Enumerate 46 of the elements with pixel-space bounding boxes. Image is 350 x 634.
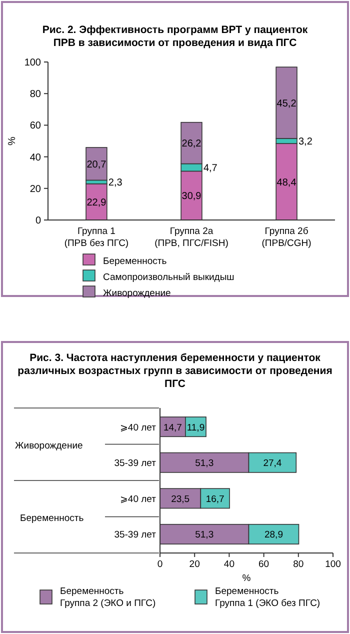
data-label: 27,4	[263, 458, 282, 470]
y-tick-label: 20	[30, 184, 42, 195]
y-tick-label: 80	[30, 89, 42, 100]
y-tick-label: 60	[30, 120, 42, 132]
text: Беременность	[20, 512, 84, 524]
x-tick-label: 60	[258, 559, 270, 570]
y-tick-label: 35-39 лет	[114, 530, 157, 541]
legend-label: Беременность Группа 1 (ЭКО без ПГС)	[215, 586, 320, 609]
data-label: 30,9	[182, 191, 202, 202]
x-axis-title: %	[242, 573, 252, 584]
data-label: 2,3	[108, 178, 123, 188]
x-tick-label: 20	[189, 559, 200, 570]
data-label: 51,3	[195, 458, 214, 470]
y-tick-label: 100	[24, 58, 42, 68]
x-tick-label: 80	[293, 559, 304, 570]
y-tick-label: 40	[30, 152, 42, 164]
data-label: 23,5	[171, 494, 190, 505]
y-tick-label: ⩾40 лет	[120, 494, 157, 505]
y-axis-title: %	[7, 136, 18, 146]
text: Живорождение	[15, 440, 83, 452]
legend-label: Беременность	[103, 256, 167, 267]
legend-label: Самопроизвольный выкидыш	[103, 272, 234, 283]
data-label: 14,7	[163, 422, 182, 434]
data-label: 45,2	[276, 98, 297, 110]
legend-label: Живорождение	[103, 288, 171, 299]
x-tick-label: 40	[224, 559, 234, 570]
data-label: 11,9	[186, 422, 205, 434]
data-label: 3,2	[298, 136, 313, 148]
y-tick-label: 0	[35, 216, 42, 226]
data-label: 48,4	[276, 177, 297, 188]
data-label: 51,3	[195, 530, 214, 541]
data-label: 22,9	[86, 197, 107, 208]
chart-title: Рис. 3. Частота наступления беременности у пациенток различных возрастных групп в зависимости от проведения ПГС	[18, 352, 332, 390]
x-tick-label: Группа 1 (ПРВ без ПГС)	[64, 226, 129, 249]
data-label: 20,7	[86, 159, 107, 170]
data-label: 4,7	[203, 162, 218, 174]
data-label: 26,2	[182, 138, 202, 150]
data-label: 28,9	[264, 530, 283, 541]
legend-label: Беременность Группа 2 (ЭКО и ПГС)	[60, 586, 156, 609]
chart-title: Рис. 2. Эффективность программ ВРТ у пациенток ПРВ в зависимости от проведения и вида ПГС	[42, 24, 308, 49]
data-label: 16,7	[206, 494, 224, 505]
x-tick-label: Группа 2а (ПРВ, ПГС/FISH)	[154, 226, 228, 249]
x-tick-label: Группа 2б (ПРВ/CGH)	[262, 226, 312, 249]
y-tick-label: ⩾40 лет	[120, 422, 157, 434]
y-tick-label: 35-39 лет	[114, 458, 157, 470]
x-tick-label: 100	[325, 559, 341, 570]
